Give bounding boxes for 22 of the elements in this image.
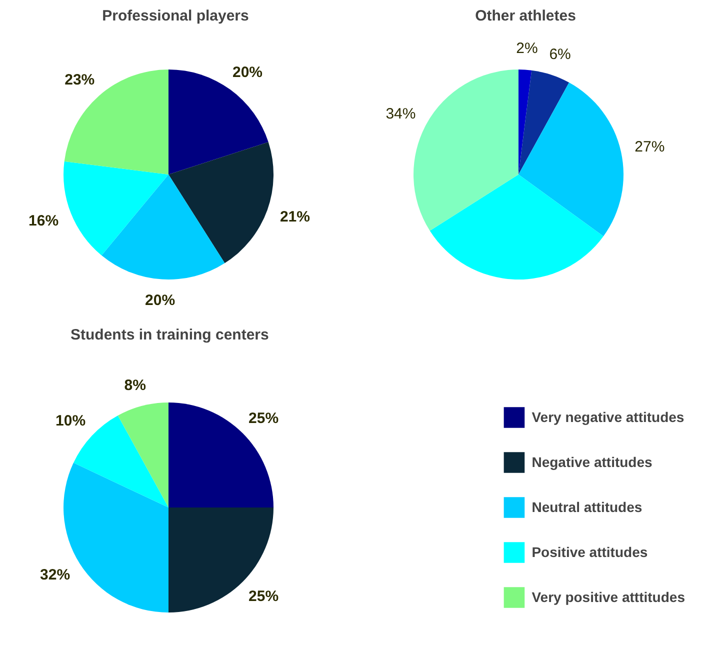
data-label: 16% (28, 212, 59, 230)
data-label: 34% (386, 105, 416, 122)
data-label: 8% (124, 376, 146, 394)
data-label: 2% (516, 40, 538, 58)
legend-label: Neutral attitudes (532, 499, 642, 515)
legend-label: Very positive atttitudes (532, 589, 685, 605)
chart-title: Professional players (102, 8, 249, 24)
data-label: 27% (634, 138, 665, 156)
data-label: 20% (145, 292, 176, 309)
data-label: 25% (248, 410, 279, 427)
data-label: 32% (40, 566, 70, 584)
legend-label: Positive attitudes (532, 544, 648, 560)
data-label: 10% (56, 412, 86, 430)
legend-label: Very negative attitudes (532, 409, 684, 425)
data-label: 21% (280, 208, 310, 226)
legend-label: Negative attitudes (532, 454, 652, 470)
data-label: 6% (549, 46, 571, 64)
data-label: 20% (232, 64, 263, 82)
data-label: 23% (64, 71, 95, 88)
data-label: 25% (248, 588, 279, 606)
chart-title: Other athletes (475, 8, 576, 24)
chart-title: Students in training centers (70, 326, 269, 344)
